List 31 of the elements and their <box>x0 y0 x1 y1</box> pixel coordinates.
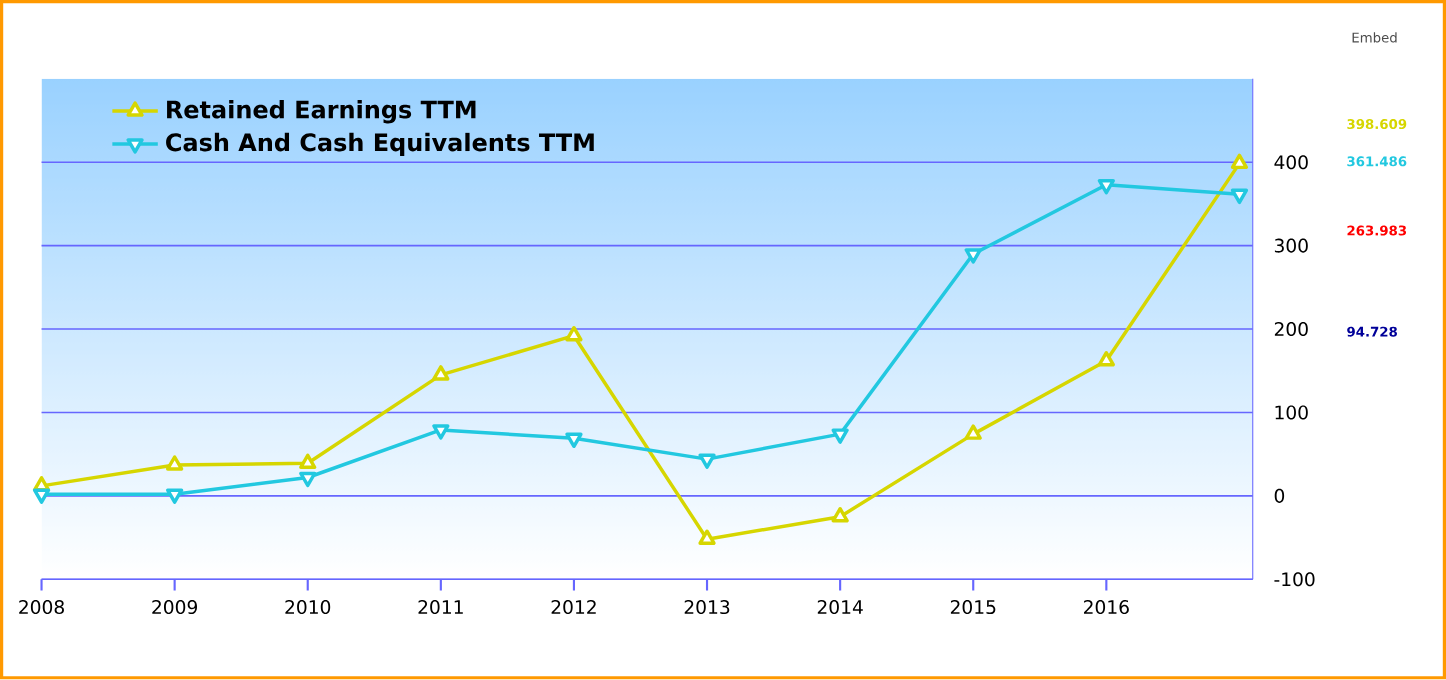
x-tick-label: 2010 <box>285 600 331 615</box>
x-tick-label: 2012 <box>551 600 596 615</box>
x-tick-label: 2016 <box>1084 600 1129 615</box>
point <box>165 455 184 472</box>
y-tick-label: 300 <box>1274 238 1308 253</box>
x-tick-label: 2011 <box>418 600 463 615</box>
point <box>1097 351 1115 367</box>
point <box>565 432 583 449</box>
point <box>698 529 716 546</box>
y-tick-label: 0 <box>1274 489 1285 504</box>
y-tick-label: 100 <box>1275 405 1308 420</box>
point <box>964 248 982 264</box>
legend-label: Cash And Cash Equivalents TTM <box>166 133 594 157</box>
x-tick-label: 2015 <box>950 600 996 615</box>
point <box>964 424 982 441</box>
y-tick-label: 400 <box>1274 155 1308 170</box>
y-tick-label: -100 <box>1274 572 1315 587</box>
x-tick-label: 2014 <box>817 600 863 615</box>
legend-label: Retained Earnings TTM <box>167 100 476 124</box>
point <box>1097 179 1115 195</box>
y-tick-label: 200 <box>1274 322 1308 337</box>
x-tick-label: 2008 <box>19 600 64 615</box>
x-tick-label: 2009 <box>152 600 197 615</box>
point <box>831 428 849 445</box>
point <box>299 453 317 470</box>
x-tick-label: 2013 <box>684 600 730 615</box>
point <box>831 507 849 523</box>
point <box>1230 188 1249 205</box>
point <box>565 326 583 342</box>
point <box>432 424 450 440</box>
point <box>432 365 450 381</box>
